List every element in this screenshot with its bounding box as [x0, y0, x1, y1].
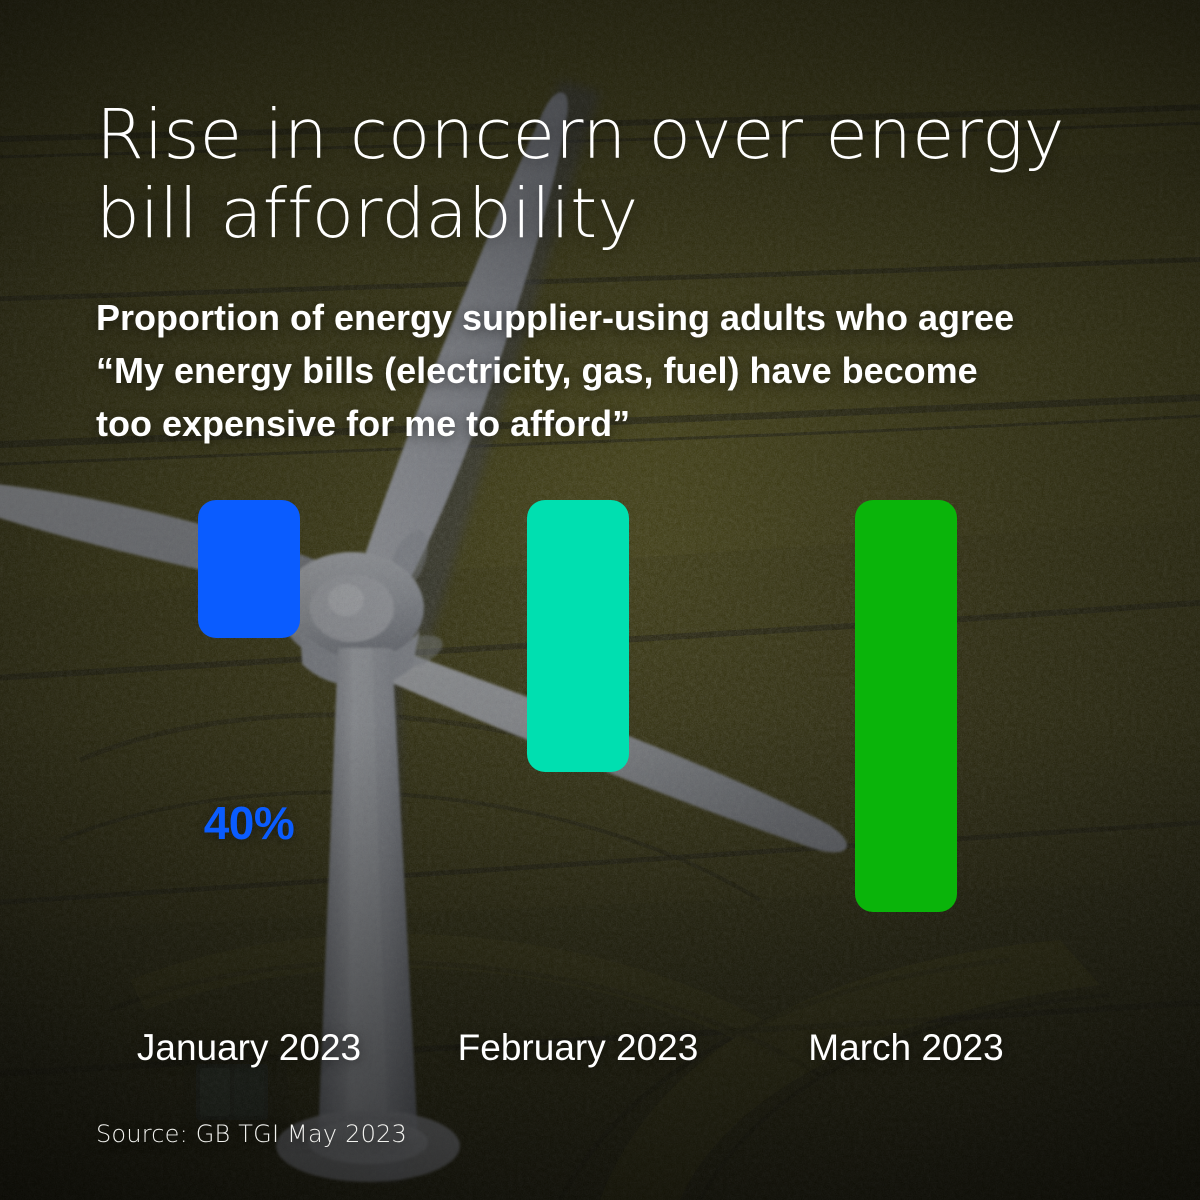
- bar-category-label-january: January 2023: [136, 1027, 362, 1068]
- bar-rect-march[interactable]: [855, 500, 957, 912]
- bar-category-label-march: March 2023: [808, 1027, 1004, 1068]
- bar-group-march: 48% March 2023: [736, 500, 1076, 1068]
- bar-group-january: 40% January 2023: [79, 500, 419, 1068]
- bar-group-february: 44% February 2023: [408, 500, 748, 1068]
- bar-rect-january[interactable]: [198, 500, 300, 638]
- page-title: Rise in concern over energy bill afforda…: [96, 95, 1065, 255]
- bar-value-label-january: 40%: [203, 797, 295, 849]
- bar-category-label-february: February 2023: [457, 1027, 699, 1068]
- source-note: Source: GB TGI May 2023: [96, 1120, 407, 1148]
- bar-chart: 40% January 2023 44% February 2023 48% M…: [0, 460, 1200, 1068]
- page-subtitle: Proportion of energy supplier-using adul…: [96, 297, 1015, 444]
- bar-rect-february[interactable]: [527, 500, 629, 772]
